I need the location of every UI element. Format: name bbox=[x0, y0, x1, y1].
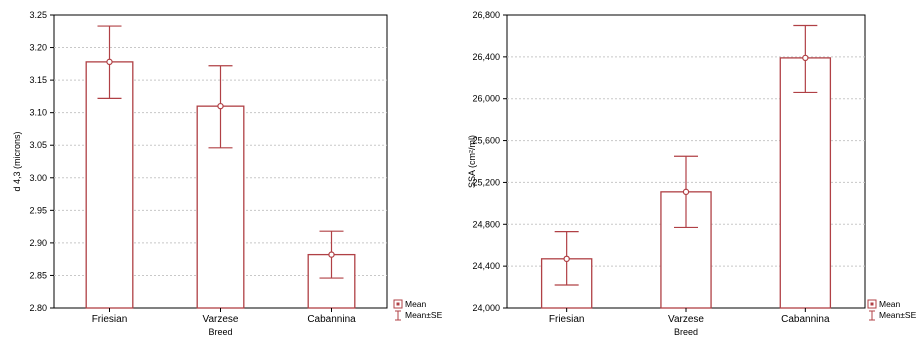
x-axis-label: Breed bbox=[208, 327, 232, 337]
legend-mean-dot bbox=[396, 302, 400, 306]
mean-marker bbox=[563, 255, 570, 263]
y-tick-label: 24,000 bbox=[472, 303, 500, 313]
mean-marker bbox=[682, 188, 690, 196]
x-tick-label: Cabannina bbox=[307, 314, 356, 325]
y-tick-label: 26,000 bbox=[472, 94, 500, 104]
y-tick-label: 25,600 bbox=[472, 136, 500, 146]
mean-marker bbox=[106, 58, 113, 66]
y-tick-label: 26,400 bbox=[472, 52, 500, 62]
mean-marker bbox=[802, 54, 809, 62]
legend-mean-dot bbox=[870, 302, 874, 306]
y-axis-label: d 4,3 (microns) bbox=[12, 131, 22, 191]
y-tick-label: 3.00 bbox=[29, 173, 47, 183]
y-tick-label: 3.20 bbox=[29, 43, 47, 53]
y-tick-label: 3.25 bbox=[29, 10, 47, 20]
legend-se-label: Mean±SE bbox=[405, 310, 443, 320]
legend-mean-label: Mean bbox=[405, 299, 427, 309]
y-tick-label: 2.90 bbox=[29, 238, 47, 248]
x-axis-label: Breed bbox=[674, 327, 698, 337]
y-tick-label: 3.05 bbox=[29, 140, 47, 150]
x-tick-label: Varzese bbox=[203, 314, 239, 325]
y-tick-label: 2.95 bbox=[29, 205, 47, 215]
mean-marker bbox=[217, 102, 224, 110]
y-tick-label: 26,800 bbox=[472, 10, 500, 20]
x-tick-label: Cabannina bbox=[781, 314, 830, 325]
legend-mean-label: Mean bbox=[879, 299, 901, 309]
x-tick-label: Varzese bbox=[668, 314, 704, 325]
y-axis-label: SSA (cm²/ml) bbox=[467, 135, 477, 188]
y-tick-label: 25,200 bbox=[472, 177, 500, 187]
mean-marker bbox=[328, 251, 335, 258]
chart-d43: 2.80 2.85 2.90 2.95 3.00 3.05 3.10 3.15 3.20 3.25… bbox=[12, 10, 443, 337]
y-tick-label: 24,400 bbox=[472, 261, 500, 271]
y-tick-label: 3.10 bbox=[29, 108, 47, 118]
y-tick-label: 2.85 bbox=[29, 270, 47, 280]
y-tick-label: 24,800 bbox=[472, 219, 500, 229]
x-tick-label: Friesian bbox=[549, 314, 585, 325]
y-tick-label: 3.15 bbox=[29, 75, 47, 85]
bar-cabannina bbox=[779, 57, 832, 309]
legend-se-label: Mean±SE bbox=[879, 310, 917, 320]
y-tick-label: 2.80 bbox=[29, 303, 47, 313]
x-tick-label: Friesian bbox=[92, 314, 128, 325]
chart-ssa: 24,000 24,400 24,800 25,200 25,600 26,000 26,4… bbox=[467, 10, 917, 337]
bar-friesian bbox=[85, 61, 134, 309]
